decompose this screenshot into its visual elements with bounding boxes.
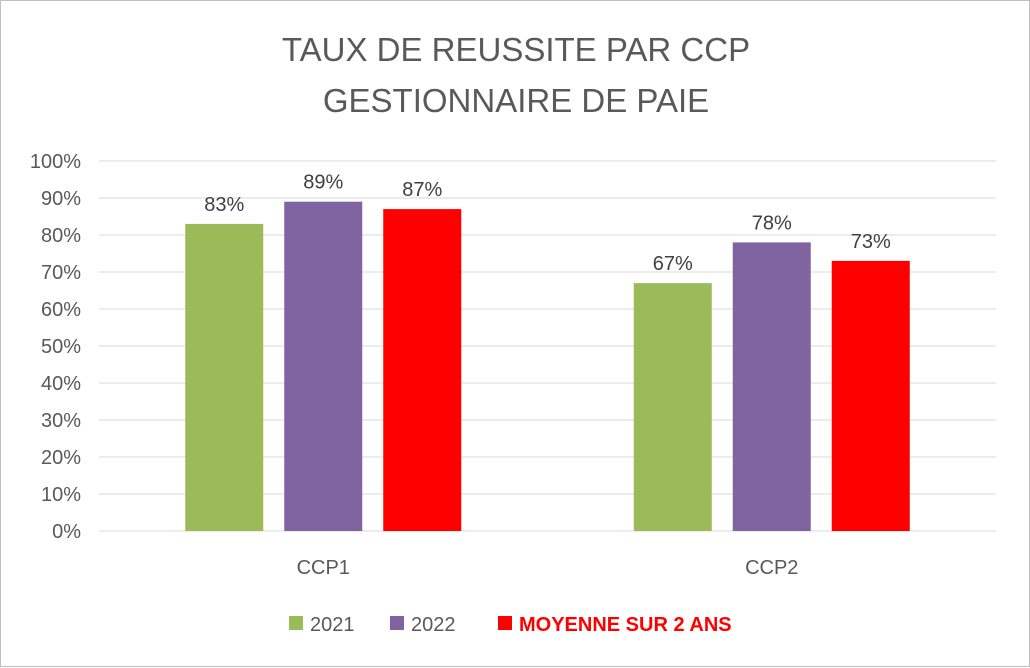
bars: 83% 89% 87% 67% 78% 73% bbox=[185, 172, 910, 531]
data-label: 83% bbox=[204, 194, 244, 216]
y-tick-label: 60% bbox=[41, 299, 81, 321]
data-label: 78% bbox=[752, 212, 792, 234]
bar bbox=[284, 201, 363, 531]
x-tick-label: CCP2 bbox=[745, 557, 798, 579]
y-tick-label: 70% bbox=[41, 262, 81, 284]
y-tick-label: 90% bbox=[41, 188, 81, 210]
legend-label: MOYENNE SUR 2 ANS bbox=[519, 614, 732, 636]
y-tick-label: 50% bbox=[41, 336, 81, 358]
data-label: 87% bbox=[402, 179, 442, 201]
legend: 2021 2022 MOYENNE SUR 2 ANS bbox=[289, 614, 732, 636]
legend-swatch bbox=[390, 616, 404, 630]
y-tick-label: 10% bbox=[41, 484, 81, 506]
legend-label: 2021 bbox=[310, 614, 355, 636]
y-tick-label: 0% bbox=[52, 521, 81, 543]
data-label: 73% bbox=[851, 231, 891, 253]
data-label: 89% bbox=[303, 172, 343, 194]
data-label: 67% bbox=[653, 253, 693, 275]
bar bbox=[633, 283, 712, 531]
legend-swatch bbox=[289, 616, 303, 630]
chart-title-line-2: GESTIONNAIRE DE PAIE bbox=[323, 82, 709, 119]
chart-title-line-1: TAUX DE REUSSITE PAR CCP bbox=[282, 31, 750, 68]
y-tick-label: 40% bbox=[41, 373, 81, 395]
y-tick-label: 100% bbox=[30, 151, 81, 173]
bar bbox=[831, 260, 910, 531]
x-tick-label: CCP1 bbox=[297, 557, 350, 579]
y-tick-label: 30% bbox=[41, 410, 81, 432]
bar bbox=[732, 242, 811, 531]
bar bbox=[185, 223, 264, 531]
y-tick-label: 80% bbox=[41, 225, 81, 247]
x-axis: CCP1 CCP2 bbox=[297, 557, 799, 579]
y-tick-label: 20% bbox=[41, 447, 81, 469]
legend-label: 2022 bbox=[411, 614, 456, 636]
y-axis: 0% 10% 20% 30% 40% 50% 60% 70% 80% 90% 100% bbox=[30, 151, 81, 543]
legend-swatch bbox=[498, 616, 512, 630]
bar bbox=[383, 209, 462, 531]
